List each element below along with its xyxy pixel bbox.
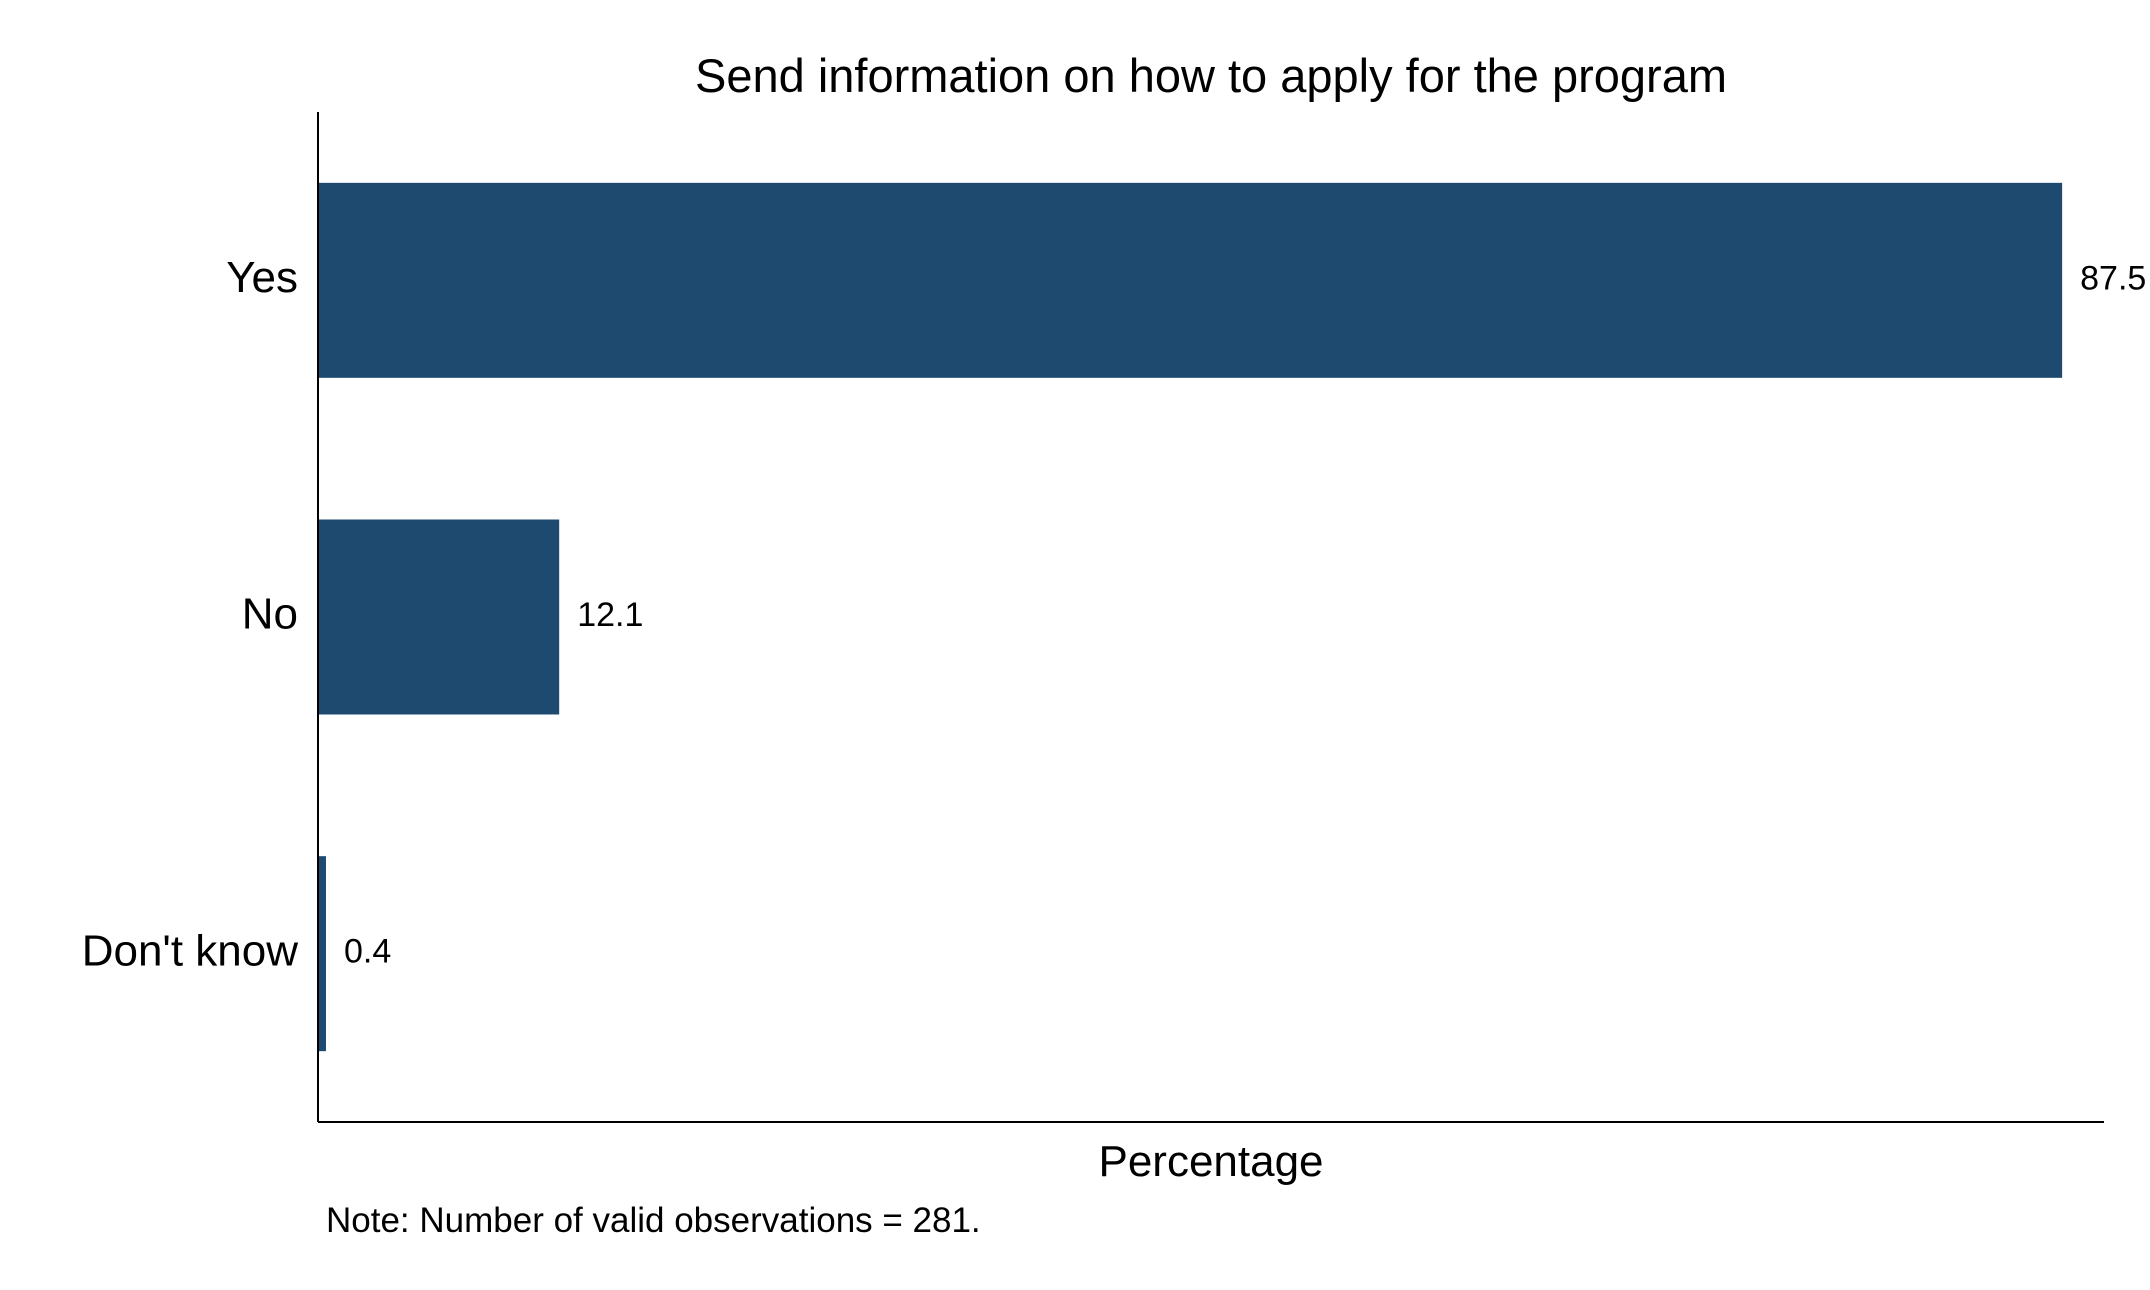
category-label: No — [242, 590, 298, 639]
bars-group — [318, 182, 2063, 1052]
category-label: Don't know — [82, 926, 299, 975]
value-labels: 87.5 12.1 0.4 — [344, 259, 2146, 970]
value-label: 87.5 — [2080, 259, 2146, 297]
value-label: 12.1 — [577, 596, 643, 634]
bar-0 — [318, 182, 2063, 378]
chart-note: Note: Number of valid observations = 281… — [326, 1201, 981, 1240]
category-labels: Yes No Don't know — [82, 253, 299, 975]
category-label: Yes — [226, 253, 298, 302]
value-label: 0.4 — [344, 933, 391, 971]
chart-title: Send information on how to apply for the… — [695, 49, 1727, 102]
bar-2 — [318, 856, 326, 1052]
bar-1 — [318, 519, 560, 715]
x-axis-title: Percentage — [1098, 1137, 1323, 1186]
